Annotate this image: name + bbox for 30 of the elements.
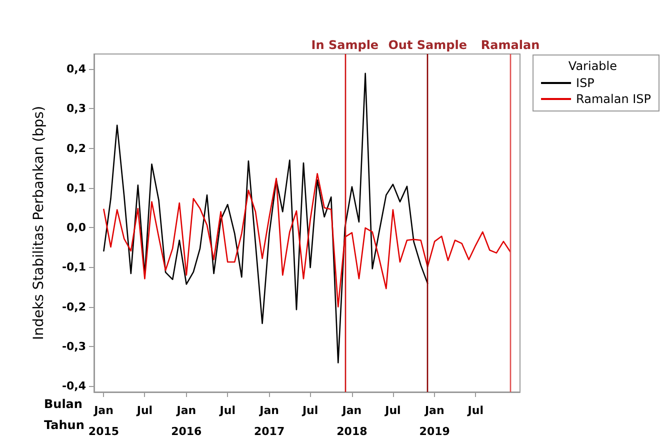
y-axis-title: Indeks Stabilitas Perbankan (bps)	[31, 106, 47, 340]
legend-label: ISP	[576, 76, 594, 90]
x-tick-label: Jul	[384, 404, 401, 417]
y-tick-label: -0,1	[62, 260, 86, 274]
line-series	[103, 173, 511, 308]
y-tick-label: 0,4	[66, 62, 86, 76]
x-tick-label: Jul	[466, 404, 484, 417]
y-tick-label: 0,3	[66, 102, 86, 116]
text: Bulan	[44, 397, 82, 411]
legend-label: Ramalan ISP	[576, 92, 652, 106]
legend-title: Variable	[568, 59, 618, 73]
y-tick-label: -0,3	[62, 340, 86, 353]
y-tick-label: 0,0	[66, 221, 86, 234]
x-tick-label: Jan 2019	[419, 404, 450, 438]
ref-line-label: In Sample	[311, 38, 379, 52]
x-tick-label: Jul	[136, 404, 153, 417]
text: Tahun	[44, 418, 84, 432]
x-tick-label: Jan 2018	[336, 404, 368, 438]
x-tick-label: Jul	[301, 404, 318, 417]
y-tick-label: 0,2	[66, 142, 86, 155]
x-tick-label: Jan 2017	[254, 404, 285, 438]
x-tick-label: Jan 2015	[88, 404, 120, 438]
y-tick-label: -0,2	[62, 300, 86, 314]
x-tick-label: Jan 2016	[171, 404, 202, 438]
y-tick-label: 0,1	[66, 181, 86, 194]
x-tick-label: Jul	[218, 404, 236, 417]
y-tick-label: -0,4	[62, 380, 86, 393]
ref-line-label: Ramalan	[480, 38, 540, 52]
ref-line-label: Out Sample	[388, 38, 467, 52]
line-series	[103, 72, 428, 364]
